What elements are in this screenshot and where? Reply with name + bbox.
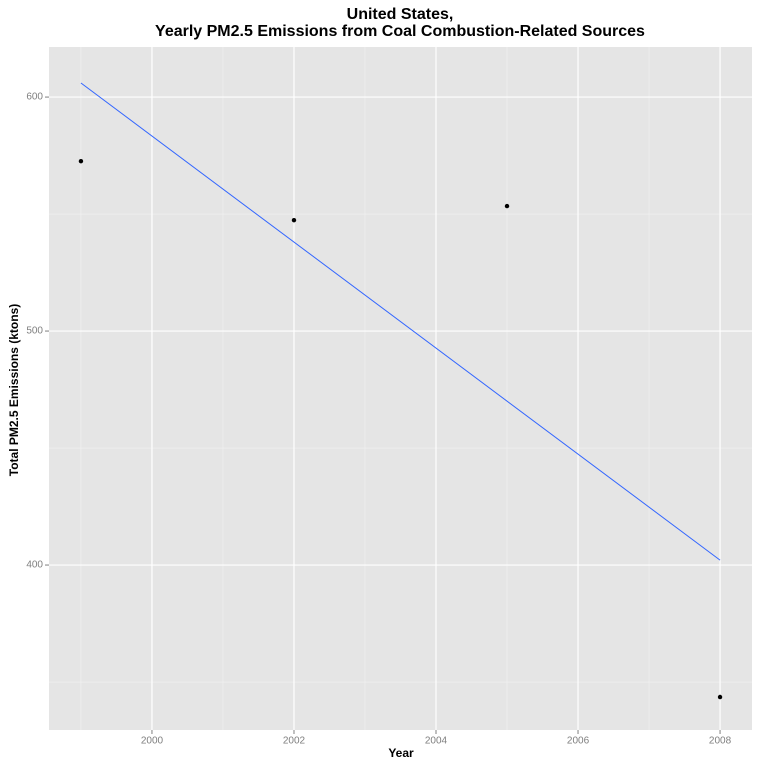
chart-title: Yearly PM2.5 Emissions from Coal Combust… [155,23,645,40]
panel [49,47,752,730]
y-tick-label: 400 [26,560,43,571]
y-tick-label: 600 [26,92,43,103]
x-axis-title: Year [388,746,414,760]
x-tick-label: 2000 [141,736,164,747]
x-tick-label: 2008 [709,736,732,747]
x-tick-label: 2002 [283,736,306,747]
x-tick-label: 2006 [567,736,590,747]
chart-title: United States, [347,6,454,23]
x-tick-label: 2004 [425,736,448,747]
y-tick-label: 500 [26,326,43,337]
data-point [291,217,297,223]
data-point [78,158,84,164]
data-point [504,203,510,209]
data-point [717,694,723,700]
y-axis-title: Total PM2.5 Emissions (ktons) [7,304,21,476]
fit-line [80,82,721,561]
